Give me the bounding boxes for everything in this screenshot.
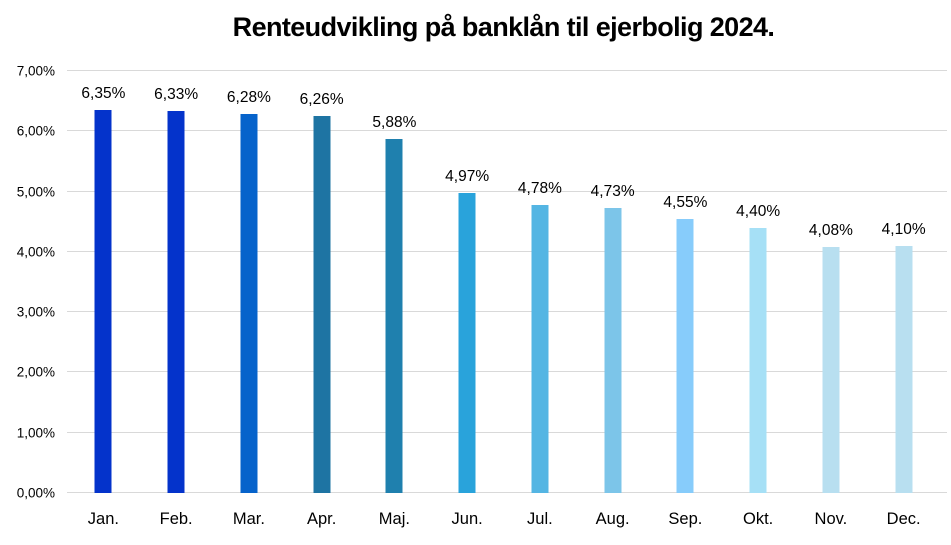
gridline: [67, 130, 947, 132]
bar-value-label: 4,78%: [517, 179, 562, 197]
x-axis-category-label: Okt.: [742, 510, 774, 528]
y-axis-tick-label: 1,00%: [16, 425, 55, 441]
bar-aug: [604, 207, 622, 493]
x-axis-category-label: Maj.: [378, 510, 410, 528]
x-axis-category-label: Dec.: [886, 510, 921, 528]
x-axis-category-label: Jan.: [87, 510, 119, 528]
x-axis-category-label: Nov.: [814, 510, 848, 528]
bar-jul: [531, 204, 549, 493]
y-axis-tick-label: 6,00%: [16, 123, 55, 139]
y-axis-tick-label: 3,00%: [16, 304, 55, 320]
gridline: [67, 371, 947, 373]
y-axis-tick-label: 0,00%: [16, 485, 55, 501]
x-axis-category-label: Jul.: [527, 510, 553, 528]
gridline: [67, 250, 947, 252]
x-axis-category-label: Sep.: [668, 510, 703, 528]
bar-maj: [385, 138, 403, 493]
x-axis-category-label: Feb.: [159, 510, 193, 528]
x-axis-category-label: Mar.: [232, 510, 265, 528]
bar-value-label: 4,08%: [808, 222, 853, 240]
bar-feb: [167, 111, 185, 493]
y-axis-tick-label: 4,00%: [16, 244, 55, 260]
bar-value-label: 5,88%: [372, 113, 417, 131]
gridline: [67, 492, 947, 493]
bar-okt: [749, 227, 767, 493]
bar-jun: [458, 193, 476, 493]
bar-value-label: 4,40%: [736, 202, 781, 220]
bar-value-label: 6,33%: [154, 86, 199, 104]
x-axis-category-label: Apr.: [306, 510, 337, 528]
chart-title: Renteudvikling på banklån til ejerbolig …: [232, 12, 775, 42]
gridline: [67, 70, 947, 71]
x-axis-category-label: Jun.: [451, 510, 483, 528]
gridline: [67, 190, 947, 192]
gridline: [67, 311, 947, 313]
bar-value-label: 4,97%: [445, 168, 490, 186]
bar-value-label: 6,26%: [299, 90, 344, 108]
bar-value-label: 4,73%: [590, 182, 635, 200]
bar-sep: [676, 218, 694, 493]
plot-area: 0,00% 1,00% 2,00% 3,00% 4,00% 5,00% 6,00% 7,00%…: [17, 64, 947, 528]
bar-mar: [240, 114, 258, 493]
gridline: [67, 431, 947, 433]
x-axis-category-label: Aug.: [595, 510, 630, 528]
bar-value-label: 6,35%: [81, 85, 126, 103]
bar-value-label: 4,55%: [663, 193, 708, 211]
bar-dec: [895, 245, 913, 493]
bar-value-label: 6,28%: [226, 89, 271, 107]
bar-apr: [313, 115, 331, 493]
y-axis-tick-label: 5,00%: [16, 184, 55, 200]
y-axis-tick-label: 2,00%: [16, 364, 55, 380]
y-axis-tick-label: 7,00%: [16, 63, 55, 79]
bar-jan: [94, 110, 112, 493]
bar-nov: [822, 247, 840, 493]
bar-value-label: 4,10%: [881, 220, 926, 238]
